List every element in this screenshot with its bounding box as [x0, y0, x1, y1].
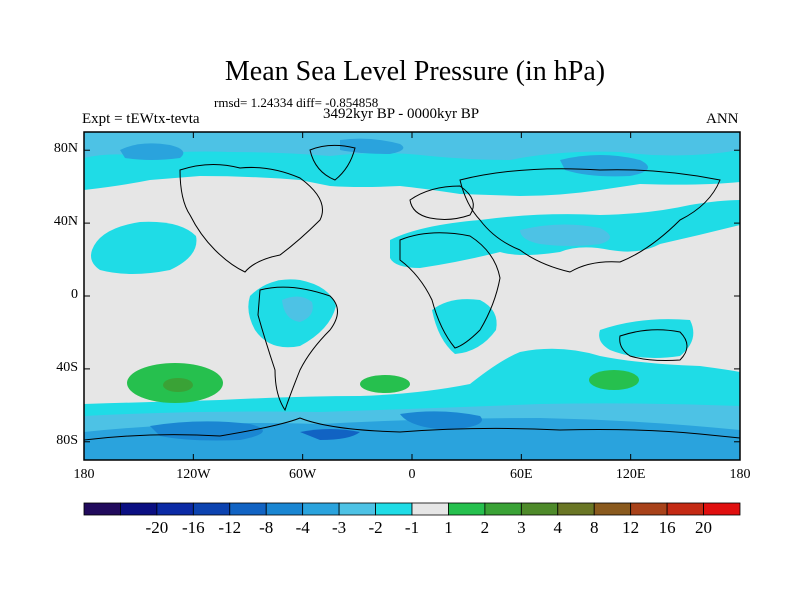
colorbar-swatch [520, 502, 559, 516]
x-tick-label: 0 [408, 467, 416, 482]
colorbar-swatch [338, 502, 376, 516]
period-label: 3492kyr BP - 0000kyr BP [323, 106, 480, 122]
x-tick-label: 120E [615, 467, 646, 482]
field-samerica-core [282, 296, 313, 322]
colorbar-swatch [375, 502, 413, 516]
field-antarctic-cell-1 [150, 421, 263, 441]
colorbar-swatch [448, 502, 486, 516]
colorbar-label: -4 [295, 518, 310, 537]
colorbar-label: -20 [145, 518, 169, 537]
coast-africa [399, 232, 501, 349]
colorbar-label: -16 [181, 518, 205, 537]
colorbar-label: -3 [332, 518, 347, 537]
colorbar-swatch [120, 502, 158, 516]
season-label: ANN [706, 111, 739, 127]
colorbar-label: -1 [404, 518, 420, 537]
map-title: Mean Sea Level Pressure (in hPa) [224, 56, 606, 87]
field-north-cell-1 [120, 143, 184, 160]
colorbar-swatch [265, 502, 304, 516]
coast-europe [409, 185, 474, 220]
colorbar-swatch [411, 502, 449, 516]
field-asia-core [520, 224, 610, 246]
x-tick-label: 180 [73, 467, 95, 482]
stats-label: rmsd= 1.24334 diff= -0.854858 [214, 95, 379, 110]
colorbar-swatch [557, 502, 595, 516]
y-tick-label: 80N [53, 141, 78, 157]
field-spacific-core [163, 378, 193, 392]
coast-asia [459, 168, 721, 273]
colorbar-label: 4 [553, 518, 563, 537]
experiment-label: Expt = tEWtx-tevta [82, 111, 200, 127]
field-sindian-positive [589, 370, 639, 390]
field-safrica-negative [432, 299, 497, 354]
field-antarctic-cell-3 [300, 429, 360, 440]
colorbar-label: -12 [218, 518, 242, 537]
field-satlantic-positive [360, 375, 410, 393]
field-antarctic-cell-2 [400, 411, 482, 430]
field-north-cell-2 [340, 138, 404, 154]
y-tick-label: 0 [71, 287, 78, 302]
colorbar-label: -2 [368, 518, 383, 537]
colorbar-label: 16 [658, 518, 676, 537]
coastlines [84, 144, 740, 441]
contour-fill-layer [84, 132, 740, 460]
colorbar-swatch [156, 502, 194, 516]
colorbar [83, 502, 741, 516]
coast-south-america [257, 286, 338, 412]
colorbar-swatch [83, 502, 121, 516]
colorbar-swatch [229, 502, 267, 516]
y-tick-label: 80S [56, 432, 78, 448]
colorbar-swatch [302, 502, 340, 516]
colorbar-swatch [593, 502, 632, 516]
y-tick-label: 40S [56, 359, 78, 375]
x-tick-label: 180 [729, 467, 751, 482]
colorbar-swatch [666, 502, 704, 516]
colorbar-label: 8 [589, 518, 599, 537]
colorbar-label: 1 [444, 518, 453, 537]
coast-antarctica [84, 417, 740, 441]
field-npacific-negative [91, 221, 197, 274]
axis-ticks [83, 132, 741, 460]
x-tick-label: 60E [510, 467, 533, 482]
colorbar-label: 20 [695, 518, 713, 537]
x-tick-label: 60W [289, 467, 317, 482]
x-tick-label: 120W [176, 467, 211, 482]
coast-greenland [309, 144, 356, 181]
field-north-cell-3 [560, 155, 648, 177]
coast-australia [619, 329, 688, 361]
colorbar-swatch [703, 502, 741, 516]
field-north-arctic [84, 132, 740, 160]
coast-north-america [179, 164, 323, 273]
colorbar-swatch [484, 502, 522, 516]
colorbar-label: 3 [517, 518, 526, 537]
colorbar-label: -8 [259, 518, 274, 537]
colorbar-label: 12 [622, 518, 640, 537]
y-tick-label: 40N [53, 214, 78, 230]
colorbar-swatch [192, 502, 231, 516]
colorbar-label: 2 [480, 518, 490, 537]
colorbar-swatch [630, 502, 668, 516]
